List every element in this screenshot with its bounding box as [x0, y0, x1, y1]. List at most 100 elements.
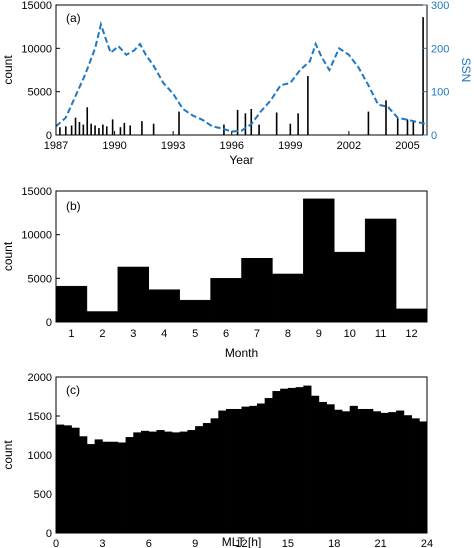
- mlt-bar: [264, 398, 273, 533]
- mlt-bar: [195, 426, 204, 533]
- mlt-bar: [171, 432, 181, 533]
- y-tick-label: 5000: [28, 87, 52, 99]
- y-tick-label: 1000: [28, 450, 52, 462]
- x-tick-label: 10: [344, 328, 356, 340]
- x-tick-label: 3: [130, 328, 136, 340]
- mlt-bar: [311, 395, 320, 533]
- y-tick-label: 0: [46, 317, 52, 329]
- panel-a-bars: [59, 17, 424, 135]
- y-tick-label: 0: [46, 528, 52, 540]
- y2-tick-label: 300: [431, 0, 449, 12]
- panel-b-frame: [55, 190, 428, 323]
- mlt-bar: [241, 406, 250, 533]
- panel-c: 0 3 6 9 12 15 18 21 24 0 500 1000 1500 2000 (c) MLT …: [1, 372, 433, 548]
- month-bar: [241, 257, 273, 323]
- mlt-bar: [280, 388, 289, 533]
- mlt-bar: [403, 415, 412, 533]
- month-bar: [334, 251, 366, 323]
- month-bar: [148, 289, 180, 323]
- mlt-bar: [256, 403, 266, 533]
- x-tick-label: 2002: [337, 140, 361, 152]
- mlt-bar: [86, 444, 96, 533]
- mlt-bar: [218, 410, 227, 533]
- mlt-bar: [133, 432, 142, 533]
- mlt-bar: [380, 412, 389, 533]
- mlt-bar: [396, 410, 405, 533]
- x-tick-label: 9: [192, 538, 198, 548]
- panel-a-y-ticks: 0 5000 10000 15000: [21, 0, 60, 142]
- mlt-bar: [349, 405, 358, 533]
- mlt-bar: [372, 411, 382, 533]
- x-tick-label: 2005: [395, 140, 419, 152]
- mlt-bar: [287, 387, 297, 533]
- mlt-bar: [202, 423, 211, 533]
- mlt-bar: [210, 418, 219, 533]
- panel-a-ssn-line: [55, 20, 428, 133]
- panel-b-label: (b): [66, 199, 81, 213]
- x-tick-label: 6: [146, 538, 152, 548]
- x-tick-label: 7: [254, 328, 260, 340]
- mlt-bar: [102, 441, 111, 533]
- mlt-bar: [71, 427, 80, 533]
- x-tick-label: 1987: [44, 140, 68, 152]
- panel-a-label: (a): [66, 11, 81, 25]
- panel-a-y-axis-label: count: [1, 55, 15, 85]
- y-tick-label: 2000: [28, 372, 52, 384]
- mlt-bar: [318, 401, 327, 533]
- x-tick-label: 5: [192, 328, 198, 340]
- panel-a-x-axis-label: Year: [229, 153, 253, 167]
- mlt-bar: [419, 421, 428, 533]
- mlt-bar: [164, 431, 173, 533]
- x-tick-label: 1996: [219, 140, 243, 152]
- mlt-bar: [79, 436, 88, 533]
- y-tick-label: 15000: [21, 186, 52, 198]
- x-tick-label: 15: [282, 538, 294, 548]
- x-tick-label: 8: [285, 328, 291, 340]
- panel-b-bars: [55, 198, 428, 323]
- x-tick-label: 12: [235, 538, 247, 548]
- y-tick-label: 500: [34, 489, 52, 501]
- panel-a-frame: [55, 4, 428, 136]
- month-bar: [303, 198, 335, 323]
- mlt-bar: [334, 409, 343, 533]
- mlt-bar: [148, 431, 157, 533]
- month-bar: [55, 285, 88, 323]
- month-bar: [364, 218, 397, 323]
- mlt-bar: [249, 405, 258, 533]
- panel-c-bars: [56, 385, 428, 533]
- x-tick-label: 9: [316, 328, 322, 340]
- panel-b-x-axis-label: Month: [225, 346, 258, 360]
- mlt-bar: [117, 442, 126, 533]
- panel-a: 1987 1990 1993 1996 1999 2002 2005 0 5000 10000 1…: [1, 0, 473, 167]
- mlt-bar: [94, 439, 103, 533]
- x-tick-label: 18: [328, 538, 340, 548]
- panel-c-y-axis-label: count: [1, 440, 15, 470]
- x-tick-label: 1999: [278, 140, 302, 152]
- mlt-bar: [226, 408, 235, 533]
- y-tick-label: 1500: [28, 411, 52, 423]
- y2-tick-label: 0: [431, 130, 437, 142]
- panel-b-x-ticks: 1 2 3 4 5 6 7 8 9 10 11 12: [68, 318, 418, 340]
- y-tick-label: 15000: [21, 0, 52, 12]
- mlt-bar: [187, 430, 196, 533]
- x-tick-label: 21: [375, 538, 387, 548]
- panel-b-y-ticks: 0 5000 10000 15000: [21, 186, 60, 329]
- mlt-bar: [233, 408, 242, 533]
- y-tick-label: 10000: [21, 43, 52, 55]
- mlt-bar: [341, 411, 351, 533]
- x-tick-label: 2: [99, 328, 105, 340]
- mlt-bar: [357, 408, 366, 533]
- panel-c-x-ticks: 0 3 6 9 12 15 18 21 24: [53, 529, 433, 548]
- x-tick-label: 1990: [102, 140, 126, 152]
- mlt-bar: [56, 424, 65, 533]
- mlt-bar: [156, 430, 165, 533]
- x-tick-label: 11: [375, 328, 386, 340]
- mlt-bar: [125, 437, 134, 533]
- month-bar: [117, 266, 150, 323]
- mlt-bar: [110, 441, 119, 533]
- y2-tick-label: 100: [431, 87, 449, 99]
- panel-a-y2-axis-label: SSN: [459, 58, 473, 83]
- mlt-bar: [141, 430, 150, 533]
